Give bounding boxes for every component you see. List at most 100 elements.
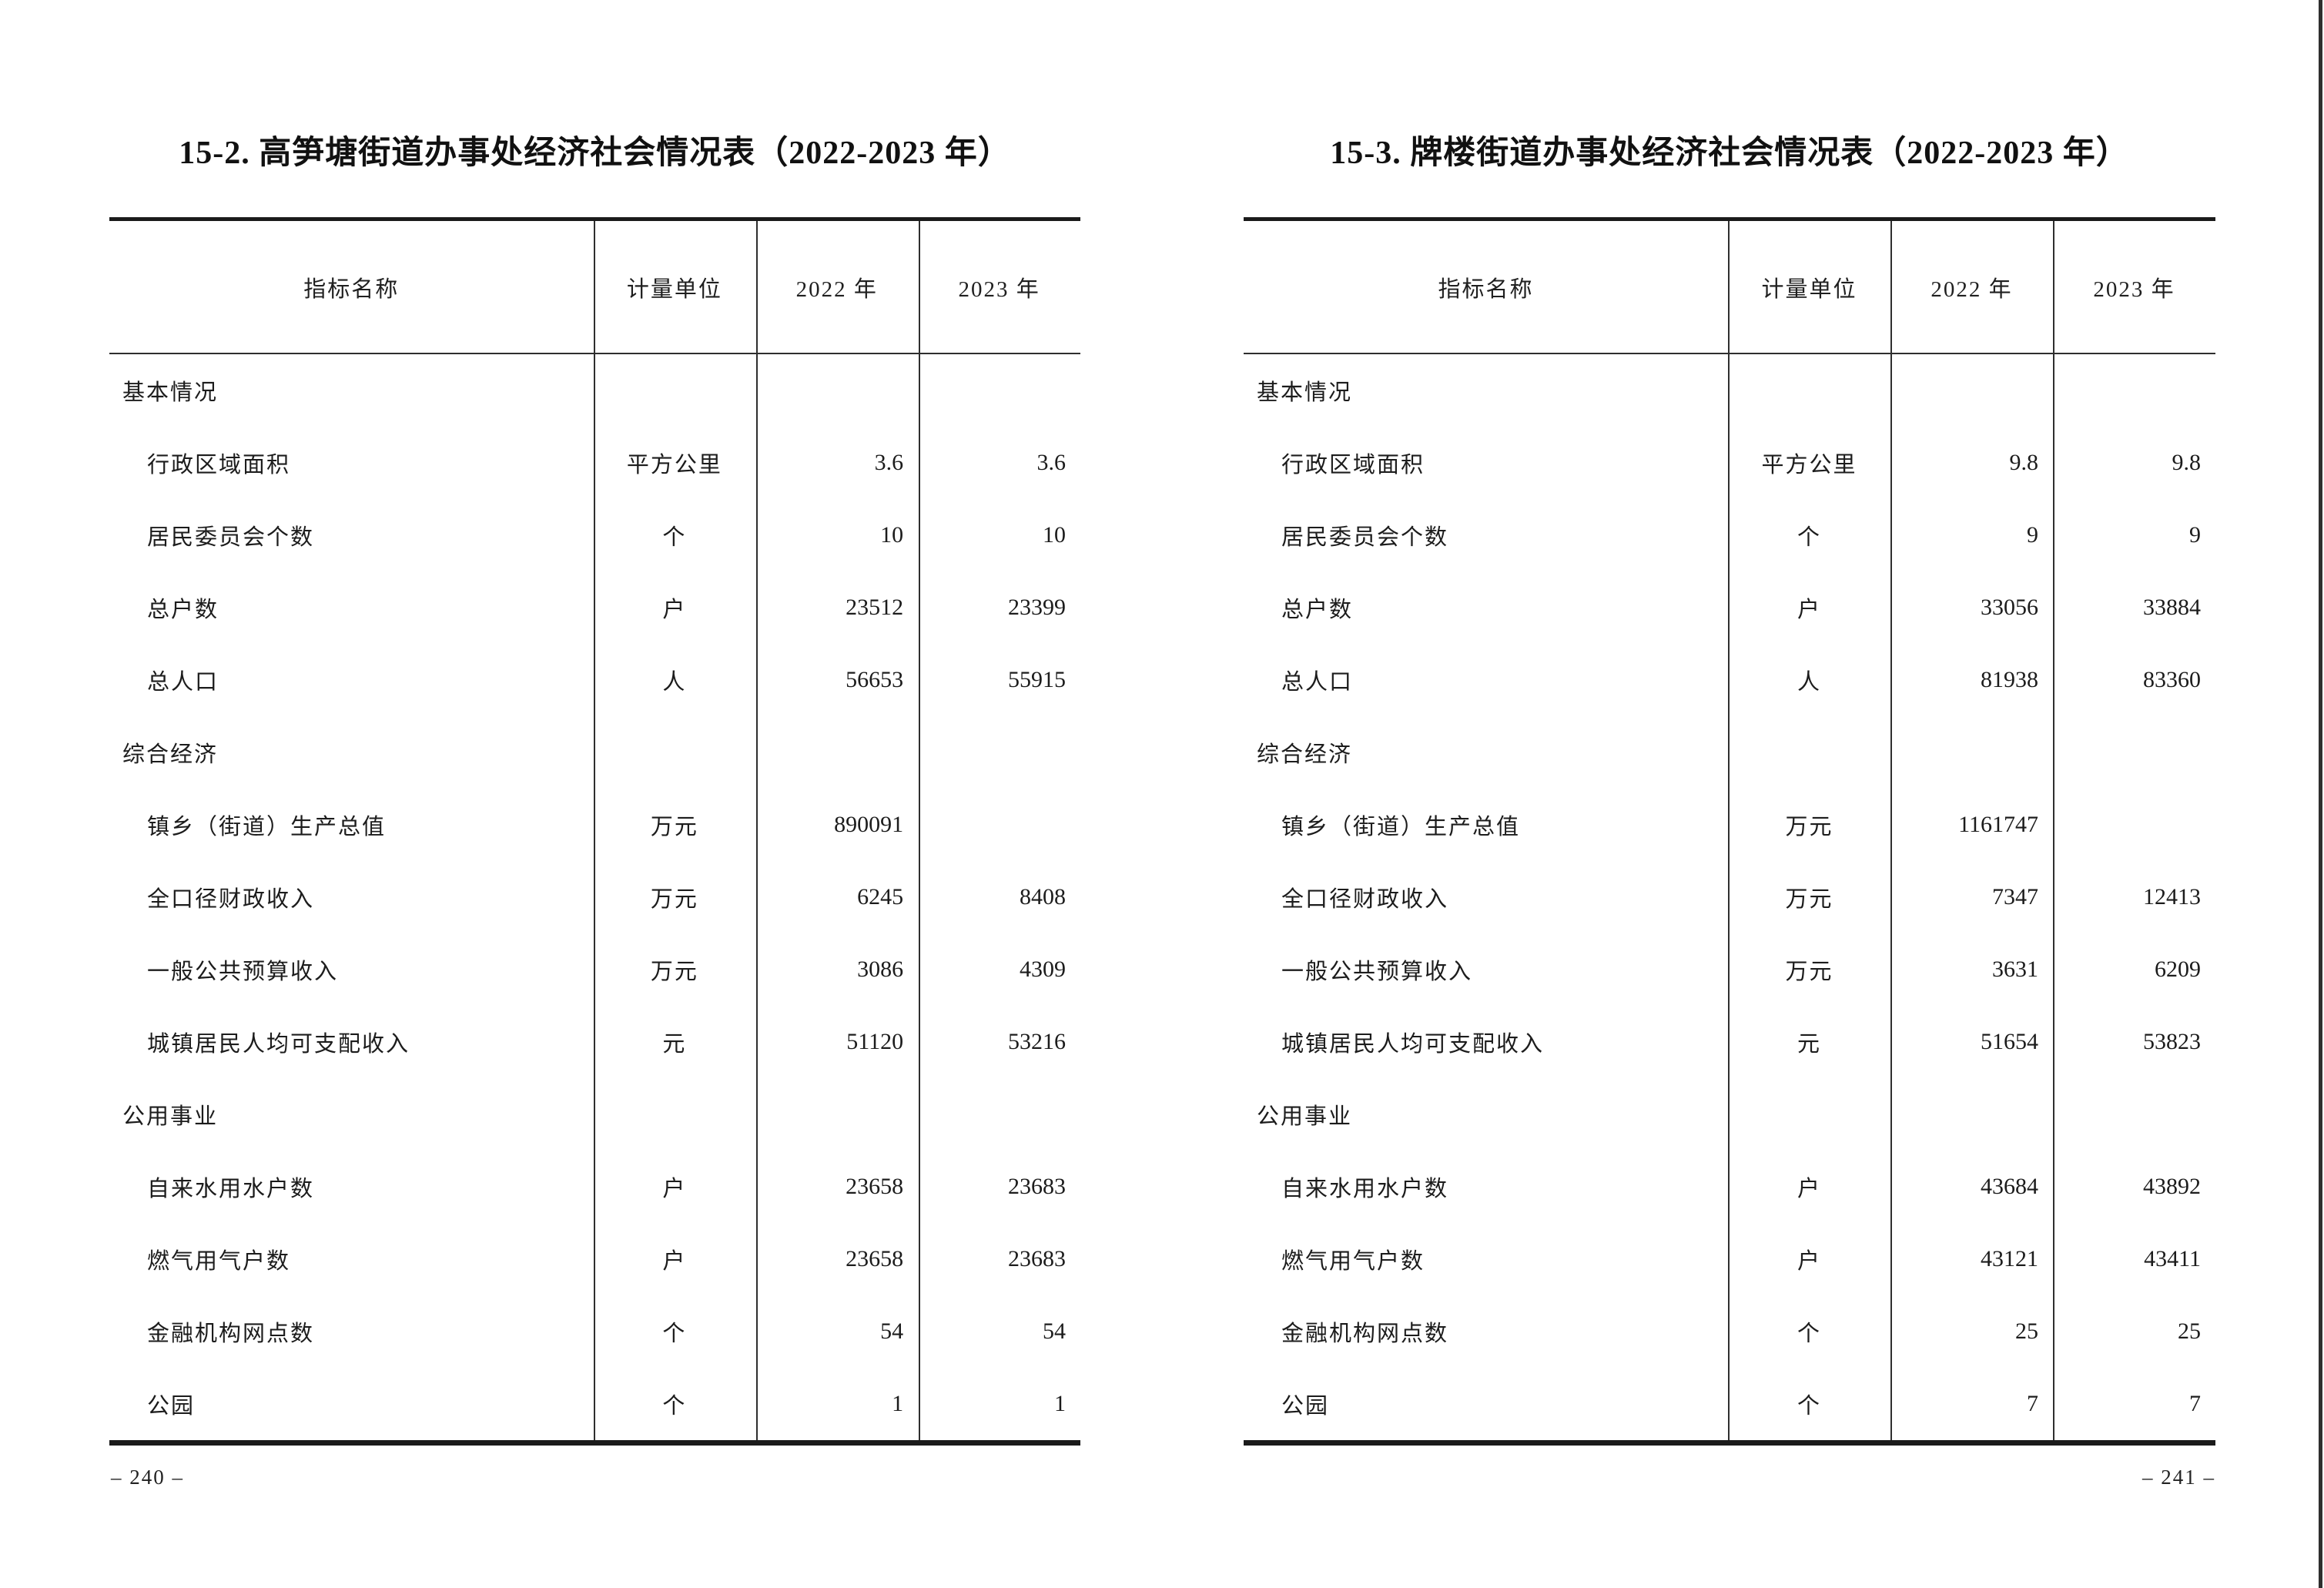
unit-cell: 个 bbox=[1797, 1322, 1821, 1346]
indicator-name-cell: 基本情况 bbox=[1257, 380, 1353, 405]
value-2022-cell: 23658 bbox=[846, 1174, 904, 1199]
indicator-name-cell: 燃气用气户数 bbox=[147, 1249, 291, 1274]
table-15-2-body: 基本情况 行政区域面积 平方公里 3.6 3.6 居民委员会个数个 10 10 总户数户 2351… bbox=[109, 354, 1080, 1440]
unit-cell: 个 bbox=[1797, 1394, 1821, 1419]
unit-cell: 万元 bbox=[650, 960, 698, 984]
indicator-name-cell: 行政区域面积 bbox=[147, 453, 291, 477]
table-section-row: 综合经济 bbox=[109, 716, 1080, 789]
value-2023-cell: 83360 bbox=[2143, 667, 2201, 692]
value-2023-cell: 43892 bbox=[2143, 1174, 2201, 1199]
indicator-name-cell: 居民委员会个数 bbox=[147, 525, 315, 550]
value-2023-cell: 25 bbox=[2178, 1318, 2201, 1344]
value-2023-cell: 10 bbox=[1043, 522, 1067, 548]
col-header-indicator-name: 指标名称 bbox=[303, 276, 400, 302]
indicator-name-cell: 公用事业 bbox=[122, 1104, 219, 1129]
value-2022-cell: 43121 bbox=[1981, 1246, 2038, 1271]
col-header-indicator-name: 指标名称 bbox=[1438, 276, 1534, 302]
value-2022-cell: 1 bbox=[892, 1391, 904, 1416]
value-2022-cell: 1161747 bbox=[1958, 812, 2038, 837]
value-2022-cell: 7347 bbox=[1992, 884, 2038, 910]
table-section-row: 基本情况 bbox=[109, 354, 1080, 427]
col-header-2023: 2023 年 bbox=[958, 276, 1040, 302]
value-2023-cell: 43411 bbox=[2144, 1246, 2201, 1271]
indicator-name-cell: 自来水用水户数 bbox=[1281, 1177, 1449, 1201]
value-2022-cell: 23512 bbox=[846, 595, 904, 620]
table-row: 自来水用水户数 户 23658 23683 bbox=[109, 1151, 1080, 1223]
value-2023-cell: 23399 bbox=[1008, 595, 1067, 620]
unit-cell: 个 bbox=[662, 525, 687, 550]
indicator-name-cell: 总人口 bbox=[147, 670, 219, 695]
unit-cell: 户 bbox=[1797, 1177, 1821, 1201]
indicator-name-cell: 一般公共预算收入 bbox=[1281, 960, 1473, 984]
indicator-name-cell: 镇乡（街道）生产总值 bbox=[147, 815, 387, 839]
table-section-row: 综合经济 bbox=[1244, 716, 2215, 789]
table-row: 燃气用气户数 户 23658 23683 bbox=[109, 1223, 1080, 1295]
table-section-row: 基本情况 bbox=[1244, 354, 2215, 427]
indicator-name-cell: 公用事业 bbox=[1257, 1104, 1353, 1129]
indicator-name-cell: 综合经济 bbox=[1257, 742, 1353, 767]
unit-cell: 万元 bbox=[650, 887, 698, 912]
col-header-unit: 计量单位 bbox=[626, 276, 722, 302]
value-2022-cell: 3086 bbox=[857, 956, 904, 982]
indicator-name-cell: 总户数 bbox=[147, 598, 219, 622]
unit-cell: 个 bbox=[1797, 525, 1821, 550]
col-header-unit: 计量单位 bbox=[1761, 276, 1857, 302]
page-241-section: 15-3. 牌楼街道办事处经济社会情况表（2022-2023 年） 指标名称 计… bbox=[1244, 0, 2215, 1588]
value-2022-cell: 81938 bbox=[1981, 667, 2038, 692]
table-row: 城镇居民人均可支配收入 元 51120 53216 bbox=[109, 1006, 1080, 1078]
indicator-name-cell: 燃气用气户数 bbox=[1281, 1249, 1425, 1274]
column-divider bbox=[1890, 221, 1892, 1440]
value-2022-cell: 23658 bbox=[846, 1246, 904, 1271]
unit-cell: 万元 bbox=[1785, 960, 1833, 984]
value-2022-cell: 51654 bbox=[1981, 1029, 2038, 1054]
table-row: 金融机构网点数 个 54 54 bbox=[109, 1295, 1080, 1368]
value-2022-cell: 56653 bbox=[846, 667, 904, 692]
table-row: 行政区域面积 平方公里 9.8 9.8 bbox=[1244, 427, 2215, 499]
table-row: 总人口 人 56653 55915 bbox=[109, 644, 1080, 716]
unit-cell: 平方公里 bbox=[1761, 453, 1857, 477]
indicator-name-cell: 镇乡（街道）生产总值 bbox=[1281, 815, 1521, 839]
indicator-name-cell: 基本情况 bbox=[122, 380, 219, 405]
unit-cell: 户 bbox=[662, 1249, 687, 1274]
indicator-name-cell: 金融机构网点数 bbox=[1281, 1322, 1449, 1346]
col-header-2022: 2022 年 bbox=[795, 276, 878, 302]
unit-cell: 万元 bbox=[1785, 887, 1833, 912]
table-row: 金融机构网点数 个 25 25 bbox=[1244, 1295, 2215, 1368]
value-2023-cell: 1 bbox=[1054, 1391, 1067, 1416]
value-2023-cell: 23683 bbox=[1008, 1174, 1067, 1199]
table-section-row: 公用事业 bbox=[1244, 1078, 2215, 1151]
value-2023-cell: 23683 bbox=[1008, 1246, 1067, 1271]
column-divider bbox=[2053, 221, 2054, 1440]
table-row: 全口径财政收入 万元 6245 8408 bbox=[109, 861, 1080, 933]
column-divider bbox=[756, 221, 758, 1440]
value-2022-cell: 10 bbox=[880, 522, 904, 548]
col-header-2023: 2023 年 bbox=[2093, 276, 2175, 302]
table-row: 一般公共预算收入 万元 3631 6209 bbox=[1244, 933, 2215, 1006]
table-15-2: 指标名称 计量单位 2022 年 2023 年 基本情况 行政区域面积 平方公里 3.… bbox=[109, 217, 1080, 1446]
value-2022-cell: 33056 bbox=[1981, 595, 2038, 620]
value-2022-cell: 890091 bbox=[834, 812, 904, 837]
value-2022-cell: 43684 bbox=[1981, 1174, 2038, 1199]
value-2022-cell: 25 bbox=[2015, 1318, 2038, 1344]
value-2023-cell: 6209 bbox=[2155, 956, 2201, 982]
value-2023-cell: 8408 bbox=[1020, 884, 1067, 910]
unit-cell: 个 bbox=[662, 1394, 687, 1419]
unit-cell: 户 bbox=[662, 1177, 687, 1201]
table-15-2-title: 15-2. 高笋塘街道办事处经济社会情况表（2022-2023 年） bbox=[179, 136, 1011, 171]
value-2023-cell: 33884 bbox=[2143, 595, 2201, 620]
unit-cell: 平方公里 bbox=[626, 453, 722, 477]
value-2022-cell: 3631 bbox=[1992, 956, 2038, 982]
scan-edge-artifact bbox=[2319, 0, 2322, 1588]
indicator-name-cell: 综合经济 bbox=[122, 742, 219, 767]
indicator-name-cell: 公园 bbox=[147, 1394, 196, 1419]
table-row: 公园 个 1 1 bbox=[109, 1368, 1080, 1440]
value-2022-cell: 54 bbox=[880, 1318, 904, 1344]
value-2022-cell: 9 bbox=[2027, 522, 2038, 548]
table-row: 镇乡（街道）生产总值 万元 1161747 bbox=[1244, 789, 2215, 861]
indicator-name-cell: 自来水用水户数 bbox=[147, 1177, 315, 1201]
unit-cell: 户 bbox=[1797, 1249, 1821, 1274]
table-15-3-title: 15-3. 牌楼街道办事处经济社会情况表（2022-2023 年） bbox=[1330, 136, 2129, 171]
unit-cell: 元 bbox=[662, 1032, 687, 1057]
table-row: 行政区域面积 平方公里 3.6 3.6 bbox=[109, 427, 1080, 499]
